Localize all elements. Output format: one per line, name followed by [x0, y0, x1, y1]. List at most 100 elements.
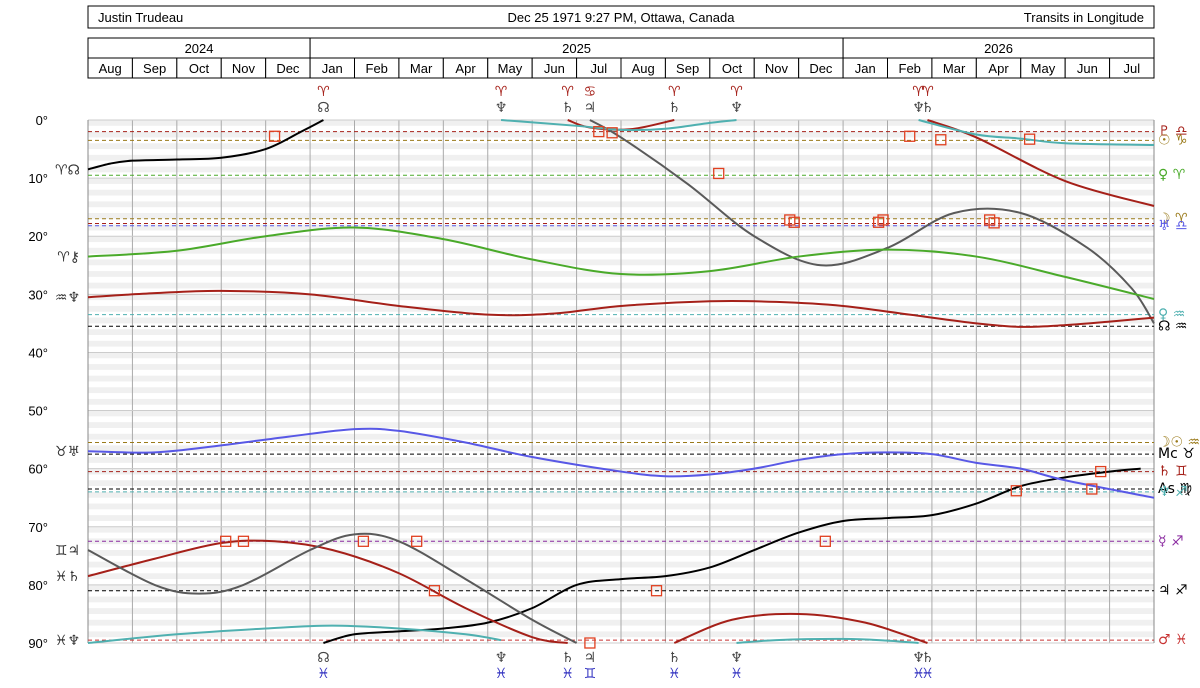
month-label: Nov: [232, 61, 256, 76]
series-node-line: [323, 467, 1141, 644]
month-label: Nov: [765, 61, 789, 76]
top-planet-label: ♆: [730, 100, 743, 116]
top-planet-label: ♄: [561, 100, 574, 116]
series-neptune-line: [87, 624, 502, 644]
top-planet-label: ♄: [668, 100, 681, 116]
month-label: May: [1031, 61, 1056, 76]
aspect-marker: [428, 585, 441, 597]
y-tick-label: 20°: [28, 229, 48, 244]
bottom-sign-label: ♓: [668, 666, 681, 682]
top-planet-label: ♃: [584, 100, 597, 116]
left-planet-label: ♓♄: [55, 569, 80, 585]
aspect-marker: [1086, 483, 1098, 495]
y-tick-label: 30°: [28, 287, 48, 302]
aspect-marker: [411, 535, 423, 547]
natal-label: ♅ ♎: [1158, 218, 1188, 234]
aspect-marker: [237, 535, 250, 547]
month-label: Sep: [676, 61, 699, 76]
aspect-marker: [606, 127, 618, 139]
natal-label: ♇ ♎: [1158, 124, 1188, 140]
aspect-marker: [220, 535, 232, 547]
bottom-planet-label: ♄: [561, 650, 574, 666]
month-label: Jan: [855, 61, 876, 76]
header-birth: Dec 25 1971 9:27 PM, Ottawa, Canada: [508, 10, 736, 25]
month-label: May: [498, 61, 523, 76]
top-sign-label: ♈: [561, 84, 574, 100]
left-planet-label: ♒♆: [55, 290, 80, 306]
y-tick-label: 70°: [28, 520, 48, 535]
month-label: Apr: [455, 61, 476, 76]
month-label: Feb: [366, 61, 388, 76]
y-tick-label: 10°: [28, 171, 48, 186]
aspect-marker: [877, 214, 889, 226]
top-sign-label: ♈: [495, 84, 508, 100]
bottom-planet-label: ♆: [495, 650, 508, 666]
left-planet-label: ♓♆: [55, 633, 80, 649]
bottom-sign-label: ♓: [561, 666, 574, 682]
aspect-marker: [988, 217, 1000, 229]
month-label: Jul: [590, 61, 607, 76]
aspect-marker: [713, 167, 725, 180]
bottom-sign-label: ♓: [730, 666, 743, 682]
top-planet-label: ☊: [317, 100, 329, 116]
bottom-planet-label: ♄: [921, 650, 934, 666]
top-sign-label: ♈: [921, 84, 934, 100]
month-label: Aug: [632, 61, 655, 76]
natal-label: ☽ ♈: [1158, 211, 1188, 227]
bottom-sign-label: ♓: [912, 666, 925, 682]
series-jupiter-line: [87, 532, 578, 644]
year-label: 2024: [185, 41, 214, 56]
natal-label: As ♍: [1158, 481, 1192, 497]
series-saturn-line: [87, 539, 568, 644]
series-pluto-line: [87, 226, 1155, 300]
month-cell: [1109, 57, 1155, 79]
aspect-marker: [904, 130, 916, 142]
y-tick-label: 40°: [28, 345, 48, 360]
header-box: [87, 5, 1155, 29]
y-tick-label: 60°: [28, 462, 48, 477]
natal-label: ☽☉ ♒: [1158, 435, 1200, 451]
bottom-sign-label: ♓: [317, 666, 330, 682]
bottom-sign-label: ♊: [584, 666, 597, 682]
series-neptune-line: [736, 637, 919, 644]
month-label: Oct: [722, 61, 743, 76]
top-sign-label: ♈: [668, 84, 681, 100]
aspect-marker: [1010, 485, 1022, 497]
month-label: Aug: [99, 61, 122, 76]
aspect-marker: [1023, 133, 1036, 145]
header-mode: Transits in Longitude: [1024, 10, 1144, 25]
month-label: Jan: [322, 61, 343, 76]
bottom-planet-label: ♃: [584, 650, 597, 666]
month-label: Mar: [943, 61, 966, 76]
header-name: Justin Trudeau: [98, 10, 183, 25]
month-label: Dec: [809, 61, 833, 76]
aspect-marker: [357, 535, 370, 547]
aspect-marker: [819, 535, 831, 547]
series-jupiter-line: [589, 119, 1155, 324]
natal-label: Mc ♉: [1158, 446, 1195, 462]
aspect-marker: [650, 585, 663, 597]
top-sign-label: ♈: [912, 84, 925, 100]
top-sign-label: ♋: [584, 84, 597, 100]
natal-label: ♀ ♈: [1158, 167, 1186, 183]
natal-label: ♃ ♐: [1158, 583, 1188, 599]
month-label: Oct: [189, 61, 210, 76]
natal-label: ☿ ♐: [1158, 533, 1184, 549]
y-tick-label: 50°: [28, 404, 48, 419]
series-saturn-line: [927, 119, 1155, 207]
aspect-marker: [268, 130, 281, 142]
natal-label: ☊ ♒: [1158, 318, 1187, 334]
series-uranus-line: [87, 427, 1155, 499]
bottom-sign-label: ♓: [495, 666, 508, 682]
aspect-marker: [935, 134, 947, 146]
aspect-marker: [584, 637, 596, 649]
year-label: 2025: [562, 41, 591, 56]
natal-label: ♆ ♐: [1158, 484, 1188, 500]
month-label: Jul: [1123, 61, 1140, 76]
month-label: Dec: [276, 61, 300, 76]
bottom-planet-label: ☊: [317, 650, 329, 666]
bottom-planet-label: ♆: [912, 650, 925, 666]
aspect-marker: [593, 125, 605, 138]
month-label: Feb: [899, 61, 921, 76]
